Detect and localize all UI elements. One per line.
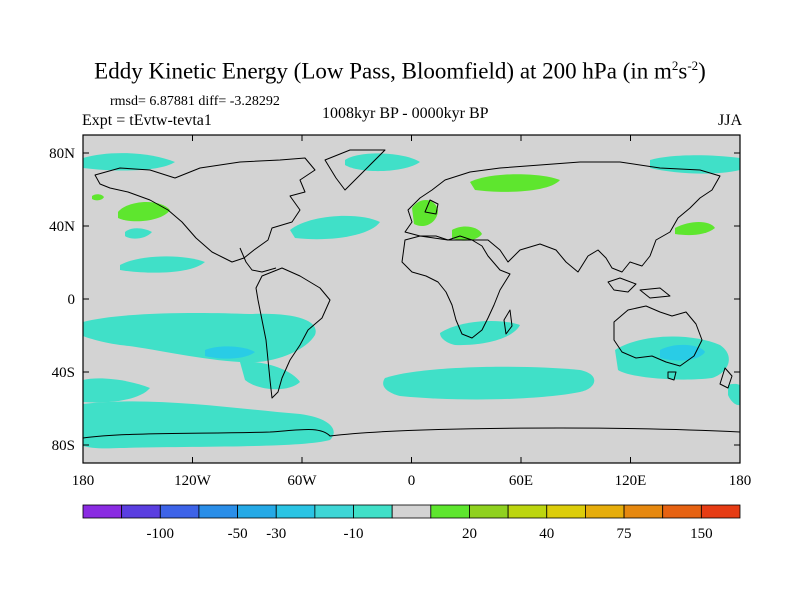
colorbar-swatch: [700, 504, 741, 519]
contour-south-africa: [440, 321, 520, 346]
lat-tick-label: 40S: [52, 365, 75, 381]
colorbar-label: 40: [539, 526, 554, 542]
colorbar-swatch: [353, 504, 393, 519]
lon-tick-label: 60W: [287, 473, 317, 489]
lon-tick-label: 120E: [615, 473, 647, 489]
contour-mediterranean: [452, 226, 482, 241]
colorbar-swatch: [159, 504, 200, 519]
colorbar-label: -50: [228, 526, 248, 542]
colorbar-swatch: [469, 504, 509, 519]
contour-north-atlantic: [290, 215, 380, 240]
season-label: JJA: [717, 112, 742, 129]
contour-south-pacific-core: [205, 346, 255, 359]
colorbar-swatch: [121, 504, 161, 519]
contour-west-europe: [412, 199, 438, 227]
contour-south-pacific: [83, 312, 316, 363]
lat-tick-label: 40N: [49, 219, 75, 235]
contour-north-pacific-small: [125, 228, 152, 239]
contour-north-pacific-east: [675, 222, 715, 236]
lon-tick-label: 120W: [174, 473, 212, 489]
contour-bering: [118, 201, 170, 222]
colorbar-swatch: [82, 504, 123, 519]
colorbar-label: -30: [266, 526, 286, 542]
colorbar-swatch: [391, 504, 432, 519]
contour-southern-ocean-west: [83, 378, 150, 403]
contour-central-asia: [470, 174, 560, 192]
lat-tick-label: 0: [68, 292, 76, 308]
lat-tick-label: 80S: [52, 438, 75, 454]
colorbar-label: 75: [617, 526, 632, 542]
coastlines: [83, 149, 740, 439]
colorbar-swatch: [430, 504, 470, 519]
contour-southern-ocean-band: [83, 401, 334, 449]
colorbar-label: 20: [462, 526, 477, 542]
lon-tick-label: 60E: [509, 473, 533, 489]
stats-text: rmsd= 6.87881 diff= -3.28292: [110, 94, 280, 109]
chart-title: Eddy Kinetic Energy (Low Pass, Bloomfiel…: [94, 58, 706, 84]
colorbar-swatch: [623, 504, 664, 519]
lon-tick-label: 180: [729, 473, 752, 489]
lon-tick-label: 0: [408, 473, 416, 489]
contour-east-pacific: [120, 256, 205, 273]
colorbar-swatch: [585, 504, 625, 519]
colorbar-swatch: [546, 504, 586, 519]
axis-ticks: [82, 135, 741, 463]
contour-southern-ocean-east: [728, 383, 740, 406]
colorbar: [82, 504, 741, 519]
colorbar-label: 150: [690, 526, 713, 542]
colorbar-swatch: [198, 504, 238, 519]
experiment-label: Expt = tEvtw-tevta1: [82, 112, 212, 129]
lon-tick-label: 180: [72, 473, 95, 489]
contour-scandinavia-dot: [92, 194, 104, 201]
colorbar-labels: -100 -50 -30 -10 20 40 75 150: [147, 526, 713, 542]
colorbar-label: -10: [344, 526, 364, 542]
colorbar-swatch: [507, 504, 548, 519]
contour-greenland-north: [345, 153, 420, 172]
colorbar-swatch: [275, 504, 316, 519]
contour-south-indian-ocean: [383, 366, 595, 400]
colorbar-swatch: [314, 504, 354, 519]
period-label: 1008kyr BP - 0000kyr BP: [322, 105, 489, 122]
colorbar-label: -100: [147, 526, 175, 542]
contour-arctic-alaska: [83, 153, 175, 171]
colorbar-swatch: [662, 504, 702, 519]
colorbar-swatch: [237, 504, 277, 519]
lat-tick-label: 80N: [49, 146, 75, 162]
latitude-labels: 80N 40N 0 40S 80S: [49, 146, 75, 454]
anomaly-contours: [83, 149, 740, 449]
longitude-labels: 180 120W 60W 0 60E 120E 180: [72, 473, 752, 489]
